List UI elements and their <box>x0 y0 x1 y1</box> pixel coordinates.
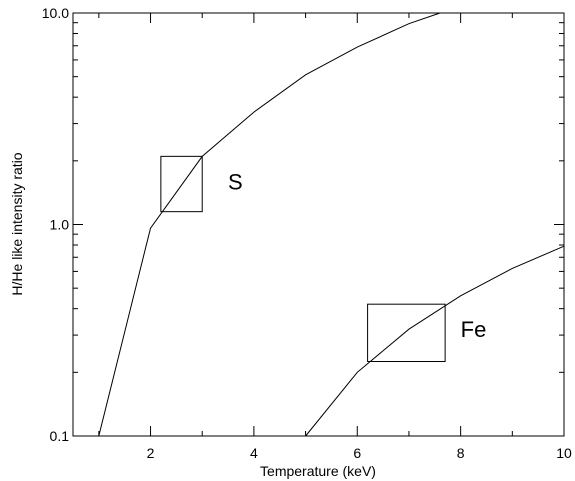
axis-ticks: 2 4 6 8 10 0.1 1.0 10.0 <box>42 5 572 461</box>
x-tick-label: 4 <box>250 445 258 461</box>
x-tick-label: 2 <box>147 445 155 461</box>
annotation-label-fe: Fe <box>461 317 487 342</box>
annotation-label-s: S <box>228 169 243 194</box>
x-axis-title: Temperature (keV) <box>260 463 376 479</box>
y-tick-label: 0.1 <box>50 428 70 444</box>
y-tick-label: 1.0 <box>50 217 70 233</box>
series-line-2 <box>305 245 565 437</box>
y-axis-title: H/He like intensity ratio <box>9 152 25 295</box>
annotation-box-fe <box>367 303 446 363</box>
series-group <box>98 12 565 437</box>
annotation-box-s <box>160 155 203 213</box>
annotations-group: S Fe <box>160 155 487 363</box>
x-tick-label: 10 <box>556 445 572 461</box>
y-tick-label: 10.0 <box>42 5 69 21</box>
plot-area-frame <box>72 12 565 437</box>
x-tick-label: 6 <box>353 445 361 461</box>
series-line-1 <box>98 12 441 437</box>
x-tick-label: 8 <box>457 445 465 461</box>
